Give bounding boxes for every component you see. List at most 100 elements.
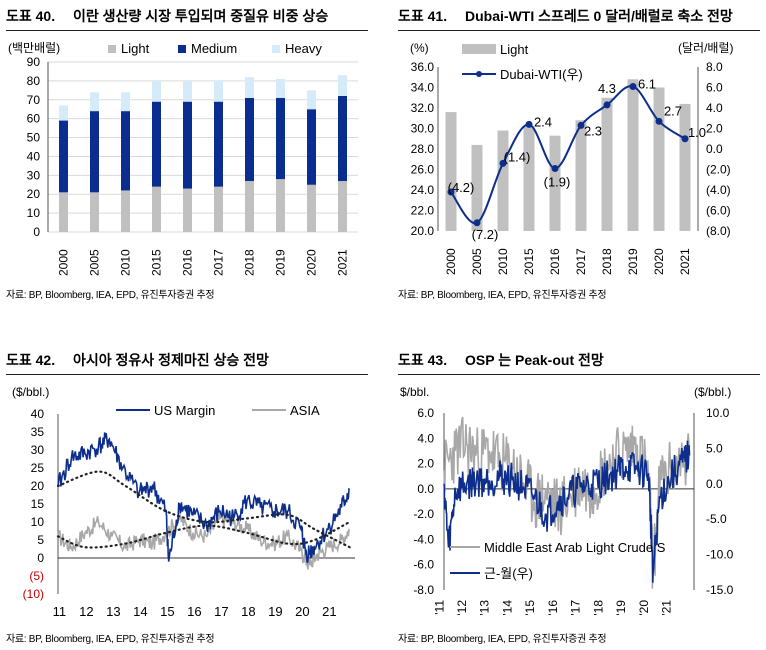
p40-ytick-label: 80 [27, 74, 41, 88]
p41-xtick-label: 2010 [496, 248, 510, 275]
p40-bar-light [338, 181, 347, 232]
p43-ytick-right: 0.0 [706, 477, 723, 491]
p41-ytick-left: 26.0 [411, 163, 435, 177]
p41-ytick-right: (2.0) [706, 163, 731, 177]
p42-ytick-label: 25 [31, 461, 45, 475]
p40-bar-heavy [307, 90, 316, 110]
p43-ytick-left: 2.0 [417, 457, 434, 471]
p42-xtick-label: 17 [214, 604, 228, 619]
p41-xtick-label: 2021 [678, 248, 692, 275]
p40-legend-swatch [178, 45, 186, 53]
panel43-title: 도표 43. OSP 는 Peak-out 전망 [398, 350, 604, 370]
p41-xtick-label: 2017 [574, 248, 588, 275]
p41-ytick-right: 0.0 [706, 142, 723, 156]
p43-ytick-left: 4.0 [417, 431, 434, 445]
p40-bar-light [90, 192, 99, 232]
p40-bar-heavy [90, 92, 99, 112]
p40-bar-light [276, 179, 285, 232]
p41-data-label: 1.0 [688, 125, 706, 140]
p41-ytick-left: 32.0 [411, 101, 435, 115]
p40-bar-heavy [121, 92, 130, 112]
p43-ylabel-left: $/bbl. [400, 385, 429, 399]
p42-xtick-label: 19 [268, 604, 282, 619]
p43-ytick-right: -15.0 [706, 583, 734, 597]
p42-trend-us [56, 470, 351, 549]
p41-ylabel-right: (달러/배럴) [678, 41, 734, 55]
panel42-source: 자료: BP, Bloomberg, IEA, EPD, 유진투자증권 추정 [6, 634, 215, 645]
p43-ytick-right: 10.0 [706, 406, 730, 420]
p40-bar-medium [121, 111, 130, 191]
chart-43: $/bbl. ($/bbl.) 6.0 4.0 2.0 0.0 -2.0 -4.0 -6.0 -8… [400, 385, 734, 616]
p42-ytick-label: 10 [31, 515, 45, 529]
p40-ytick-label: 50 [27, 131, 41, 145]
p40-bar-light [307, 184, 316, 232]
p41-ytick-right: (4.0) [706, 183, 731, 197]
p41-data-label: (4.2) [448, 180, 475, 195]
p42-ytick-label: 20 [31, 479, 45, 493]
panel42-title: 도표 42. 아시아 정유사 정제마진 상승 전망 [6, 350, 269, 370]
p41-ytick-right: 2.0 [706, 122, 723, 136]
p43-xtick-label: '18 [591, 600, 605, 616]
panel41-source: 자료: BP, Bloomberg, IEA, EPD, 유진투자증권 추정 [398, 290, 607, 301]
panel43-title-rule [398, 374, 760, 375]
p42-line-us-margin [57, 432, 351, 564]
panel41-title-rule [398, 30, 760, 31]
p41-data-label: (7.2) [472, 227, 499, 242]
p40-ytick-label: 40 [27, 149, 41, 163]
p43-ytick-left: -8.0 [413, 583, 434, 597]
p41-ylabel-left: (%) [410, 41, 429, 55]
p41-ytick-left: 22.0 [411, 204, 435, 218]
p40-ytick-label: 30 [27, 168, 41, 182]
p40-bar-light [183, 188, 192, 232]
p40-bar-heavy [245, 77, 254, 98]
p41-bar-light [549, 135, 561, 231]
p43-ytick-left: -4.0 [413, 532, 434, 546]
p41-ytick-right: 8.0 [706, 60, 723, 74]
p40-bar-light [59, 192, 68, 232]
p43-ytick-right: -10.0 [706, 548, 734, 562]
p41-xtick-label: 2000 [444, 248, 458, 275]
p41-legend-label-line: Dubai-WTI(우) [500, 67, 583, 82]
panel43-title-text: OSP 는 Peak-out 전망 [465, 352, 604, 368]
p40-xtick-label: 2019 [274, 249, 288, 276]
p43-xtick-label: '11 [432, 600, 446, 615]
panel41-title: 도표 41. Dubai-WTI 스프레드 0 달러/배럴로 축소 전망 [398, 6, 733, 26]
p41-line-marker [655, 117, 663, 125]
chart-41: (%) (달러/배럴) 20.0 (8.0) 22.0 (6.0) 24.0 (4.0) 26.… [410, 41, 734, 275]
p40-legend-label: Light [121, 41, 150, 56]
p40-bar-medium [338, 96, 347, 181]
p41-ytick-right: 4.0 [706, 101, 723, 115]
p43-xtick-label: '14 [500, 600, 514, 616]
p41-xtick-label: 2020 [652, 248, 666, 275]
p40-bar-light [245, 181, 254, 232]
p40-ytick-label: 60 [27, 112, 41, 126]
p41-ytick-left: 28.0 [411, 142, 435, 156]
p41-line-marker [577, 121, 585, 129]
p43-ytick-left: -6.0 [413, 558, 434, 572]
panel41-title-text: Dubai-WTI 스프레드 0 달러/배럴로 축소 전망 [465, 8, 733, 24]
p41-bar-light [679, 103, 691, 231]
p40-bar-medium [59, 120, 68, 193]
p43-line-near-month [443, 440, 691, 583]
p42-legend-label-us: US Margin [154, 403, 215, 418]
p43-ylabel-right: ($/bbl.) [694, 385, 731, 399]
p40-bar-heavy [338, 75, 347, 96]
p40-bar-light [121, 190, 130, 232]
p40-legend-label: Heavy [285, 41, 322, 56]
p41-ytick-left: 34.0 [411, 81, 435, 95]
panel40-title: 도표 40. 이란 생산량 시장 투입되며 중질유 비중 상승 [6, 6, 328, 26]
p41-bar-light [445, 112, 457, 231]
p42-xtick-label: 11 [53, 604, 67, 619]
p41-data-label: 4.3 [598, 81, 616, 96]
p40-ylabel: (백만배럴) [8, 41, 60, 55]
p41-legend-label-light: Light [500, 42, 529, 57]
p43-xtick-label: '12 [455, 600, 469, 616]
p40-xtick-label: 2018 [243, 249, 257, 276]
p42-ytick-label: 0 [37, 551, 44, 565]
p43-xtick-label: '19 [614, 600, 628, 616]
p41-ytick-left: 20.0 [411, 224, 435, 238]
p41-ytick-right: 6.0 [706, 81, 723, 95]
p42-ytick-label: 5 [37, 533, 44, 547]
p40-xtick-label: 2020 [305, 249, 319, 276]
p41-ytick-right: (6.0) [706, 204, 731, 218]
